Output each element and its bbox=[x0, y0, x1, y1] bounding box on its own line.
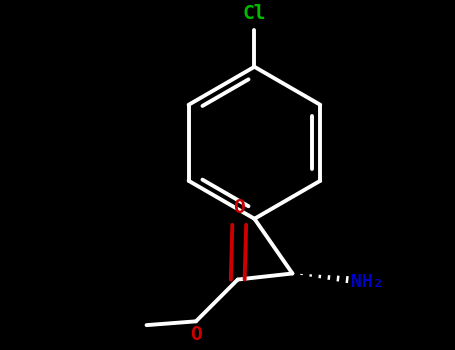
Text: O: O bbox=[233, 198, 245, 217]
Text: Cl: Cl bbox=[243, 4, 266, 23]
Text: NH₂: NH₂ bbox=[351, 273, 384, 290]
Text: O: O bbox=[190, 325, 202, 344]
